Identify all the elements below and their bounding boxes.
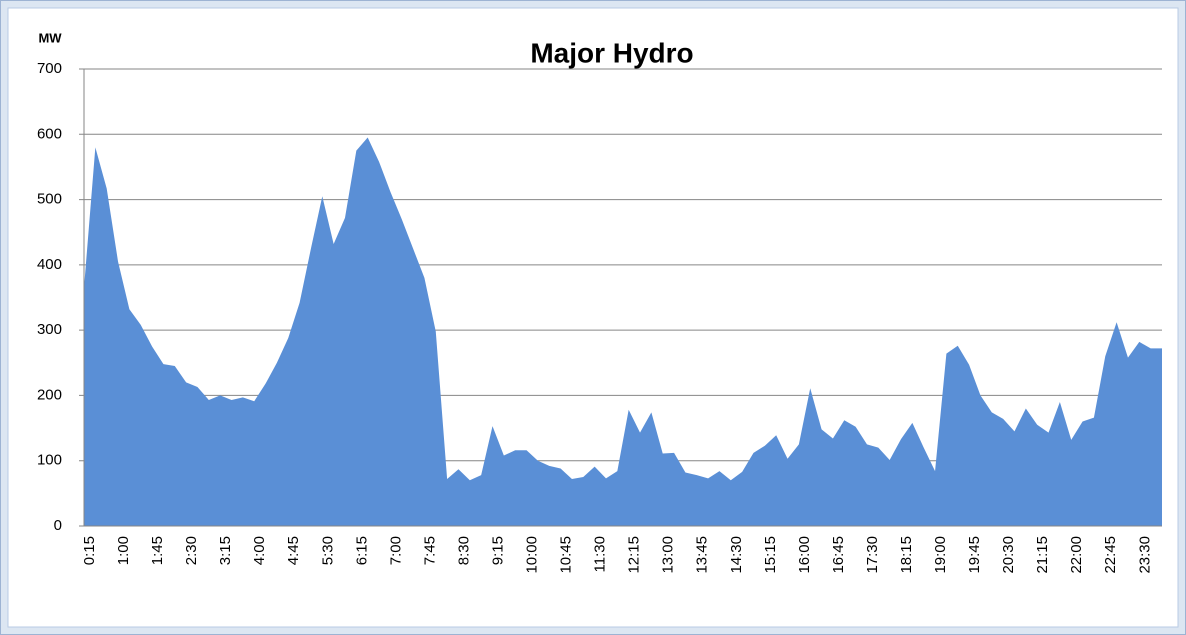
x-tick-label: 7:00 [387,536,404,565]
x-tick-label: 10:45 [558,536,575,574]
x-tick-label: 7:45 [421,536,438,565]
x-tick-label: 6:15 [353,536,370,565]
x-tick-label: 3:15 [217,536,234,565]
y-tick-label: 400 [37,256,62,273]
x-tick-label: 13:00 [660,536,677,574]
y-tick-label: 0 [54,517,62,534]
y-axis-label: MW [38,30,62,45]
x-tick-label: 4:45 [285,536,302,565]
y-tick-label: 100 [37,452,62,469]
x-tick-label: 22:45 [1102,536,1119,574]
y-tick-label: 600 [37,125,62,142]
x-tick-label: 16:00 [796,536,813,574]
x-tick-label: 9:15 [489,536,506,565]
x-tick-label: 17:30 [864,536,881,574]
x-tick-label: 18:15 [898,536,915,574]
x-tick-label: 10:00 [524,536,541,574]
x-tick-label: 20:30 [1000,536,1017,574]
x-tick-label: 14:30 [728,536,745,574]
chart-panel [7,7,1179,628]
x-tick-label: 19:45 [966,536,983,574]
x-tick-label: 8:30 [455,536,472,565]
x-tick-label: 21:15 [1034,536,1051,574]
area [84,137,1162,527]
x-tick-label: 1:45 [149,536,166,565]
x-tick-label: 2:30 [183,536,200,565]
x-tick-label: 5:30 [319,536,336,565]
x-tick-label: 16:45 [830,536,847,574]
x-tick-label: 1:00 [115,536,132,565]
y-tick-label: 300 [37,321,62,338]
chart-title: Major Hydro [530,37,693,68]
x-tick-label: 4:00 [251,536,268,565]
y-tick-label: 700 [37,60,62,77]
y-tick-label: 500 [37,191,62,208]
x-tick-label: 13:45 [694,536,711,574]
x-tick-label: 12:15 [626,536,643,574]
x-tick-label: 22:00 [1068,536,1085,574]
x-tick-label: 23:30 [1136,536,1153,574]
x-tick-label: 15:15 [762,536,779,574]
x-tick-label: 19:00 [932,536,949,574]
x-tick-label: 0:15 [81,536,98,565]
x-tick-label: 11:30 [592,536,609,572]
y-tick-label: 200 [37,386,62,403]
